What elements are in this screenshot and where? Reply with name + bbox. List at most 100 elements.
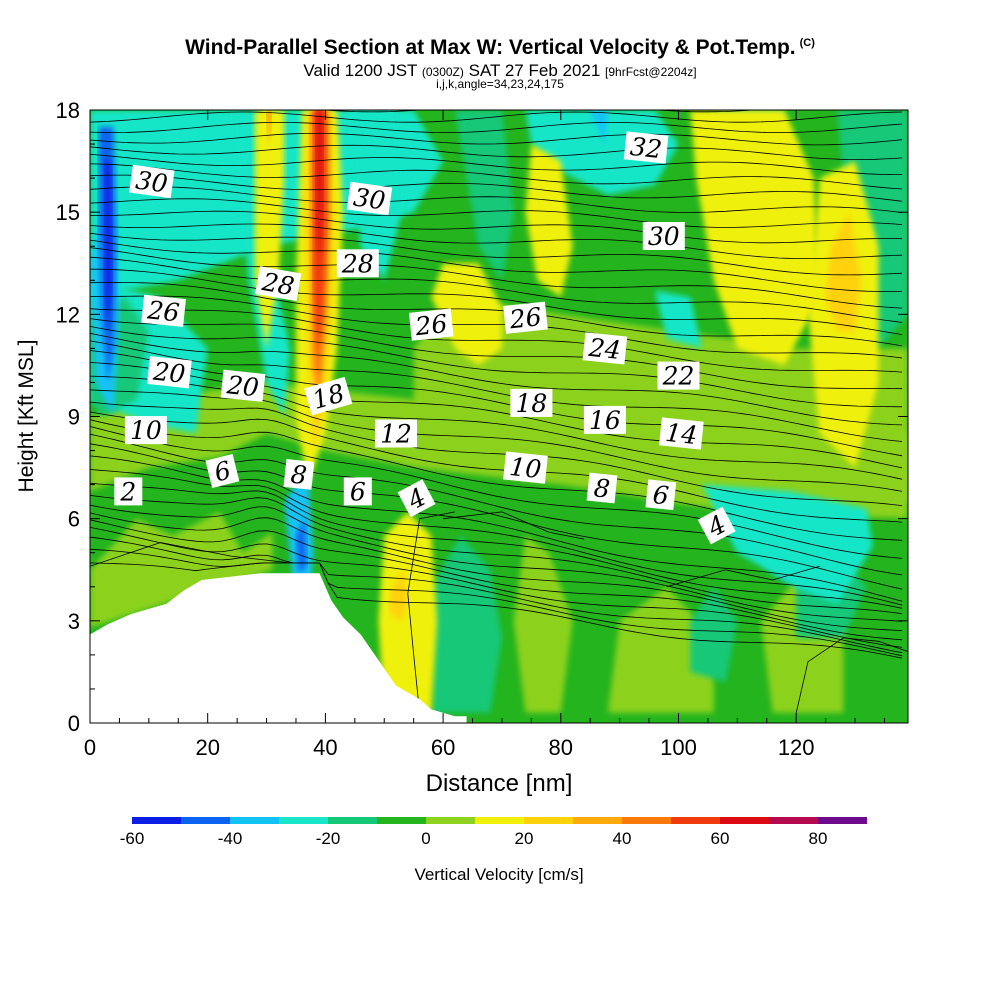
colorbar-tick-label: 0 bbox=[421, 829, 430, 848]
valid-utc: (0300Z) bbox=[421, 65, 464, 79]
theta-label: 20 bbox=[147, 356, 192, 389]
theta-isoline bbox=[90, 247, 903, 309]
theta-label-text: 10 bbox=[130, 416, 162, 445]
velocity-region bbox=[378, 511, 438, 713]
theta-isoline bbox=[90, 198, 903, 228]
theta-label-text: 30 bbox=[134, 165, 170, 198]
theta-label-text: 24 bbox=[587, 333, 623, 365]
colorbar-tick-label: 60 bbox=[711, 829, 730, 848]
colorbar-segment bbox=[279, 817, 328, 824]
theta-label-box bbox=[304, 376, 353, 416]
x-tick-label: 100 bbox=[660, 735, 697, 760]
theta-isoline bbox=[90, 332, 903, 426]
theta-label-box bbox=[114, 477, 143, 506]
theta-label-box bbox=[657, 361, 700, 390]
theta-isoline bbox=[90, 318, 903, 390]
velocity-region bbox=[90, 511, 273, 628]
theta-label-box bbox=[582, 332, 628, 365]
theta-isoline bbox=[90, 122, 903, 134]
theta-isoline bbox=[90, 223, 903, 260]
theta-label-box bbox=[141, 294, 186, 328]
title-mark: (C) bbox=[799, 37, 815, 49]
theta-label-text: 12 bbox=[380, 420, 412, 449]
theta-isoline bbox=[90, 426, 903, 559]
theta-label-text: 28 bbox=[259, 267, 296, 301]
theta-isoline bbox=[90, 232, 903, 276]
colorbar-tick-label: -20 bbox=[316, 829, 341, 848]
y-tick-label: 6 bbox=[68, 507, 80, 532]
theta-isoline bbox=[90, 536, 903, 653]
theta-label: 6 bbox=[645, 479, 677, 511]
theta-label-text: 28 bbox=[341, 249, 374, 278]
theta-label-box bbox=[336, 249, 379, 278]
theta-label-text: 30 bbox=[352, 182, 388, 215]
theta-isoline bbox=[90, 482, 903, 609]
colorbar-label: Vertical Velocity [cm/s] bbox=[414, 865, 583, 884]
theta-label-box bbox=[510, 388, 553, 417]
theta-label: 28 bbox=[255, 266, 302, 301]
theta-label: 2 bbox=[114, 477, 143, 506]
theta-label-text: 16 bbox=[589, 406, 621, 435]
chart-subtitle: Valid 1200 JST (0300Z) SAT 27 Feb 2021 [… bbox=[0, 61, 1000, 81]
velocity-region bbox=[266, 110, 272, 145]
colorbar-segment bbox=[769, 817, 818, 824]
colorbar-segment bbox=[230, 817, 279, 824]
theta-label-box bbox=[397, 479, 436, 518]
velocity-region bbox=[431, 535, 502, 713]
colorbar-tick-label: 40 bbox=[613, 829, 632, 848]
theta-label-box bbox=[503, 451, 548, 484]
theta-label-box bbox=[375, 419, 417, 448]
y-tick-label: 0 bbox=[68, 711, 80, 736]
x-tick-label: 80 bbox=[549, 735, 573, 760]
theta-label-box bbox=[124, 416, 167, 445]
theta-isoline bbox=[90, 495, 903, 615]
theta-label-text: 8 bbox=[593, 473, 612, 504]
forecast-info: [9hrFcst@2204z] bbox=[605, 65, 697, 79]
theta-label: 24 bbox=[582, 332, 628, 365]
theta-isoline bbox=[90, 401, 903, 506]
colorbar-segment bbox=[622, 817, 671, 824]
theta-label: 20 bbox=[220, 369, 266, 402]
theta-label: 12 bbox=[375, 419, 417, 449]
valid-date: SAT 27 Feb 2021 bbox=[468, 61, 601, 80]
theta-label-box bbox=[645, 479, 677, 511]
colorbar-segment bbox=[524, 817, 573, 824]
section-indices: i,j,k,angle=34,23,24,175 bbox=[436, 77, 564, 91]
theta-label: 30 bbox=[642, 222, 685, 251]
theta-isoline bbox=[90, 562, 903, 659]
theta-label: 18 bbox=[510, 388, 553, 418]
theta-label-box bbox=[586, 472, 618, 504]
colorbar-segment bbox=[426, 817, 475, 824]
velocity-region bbox=[702, 484, 873, 604]
theta-label-text: 26 bbox=[413, 309, 449, 341]
colorbar-segment bbox=[720, 817, 769, 824]
theta-isoline bbox=[90, 186, 903, 213]
theta-isoline bbox=[90, 542, 291, 567]
theta-label-box bbox=[346, 181, 393, 216]
theta-label-box bbox=[697, 506, 736, 545]
y-tick-label: 18 bbox=[56, 98, 80, 123]
theta-label: 32 bbox=[623, 131, 669, 164]
theta-label-text: 2 bbox=[119, 477, 136, 506]
theta-label-box bbox=[129, 164, 175, 199]
theta-label: 22 bbox=[657, 361, 700, 391]
theta-isoline bbox=[90, 389, 903, 492]
theta-label-text: 14 bbox=[664, 418, 699, 450]
theta-label-text: 6 bbox=[350, 477, 366, 506]
colorbar-segment bbox=[377, 817, 426, 824]
theta-label-box bbox=[659, 417, 704, 450]
chart-title: Wind-Parallel Section at Max W: Vertical… bbox=[0, 36, 1000, 60]
colorbar-tick-label: 80 bbox=[809, 829, 828, 848]
theta-isoline bbox=[90, 256, 903, 323]
velocity-region bbox=[513, 535, 573, 713]
theta-label-box bbox=[583, 405, 626, 434]
velocity-region bbox=[607, 586, 714, 713]
theta-label-text: 26 bbox=[507, 302, 543, 334]
colorbar-segment bbox=[671, 817, 720, 824]
theta-isoline bbox=[90, 326, 903, 408]
theta-label-text: 10 bbox=[508, 452, 543, 484]
theta-isoline bbox=[90, 308, 903, 373]
theta-label-box bbox=[205, 454, 240, 488]
theta-label: 26 bbox=[503, 301, 548, 334]
theta-isoline bbox=[90, 268, 903, 335]
